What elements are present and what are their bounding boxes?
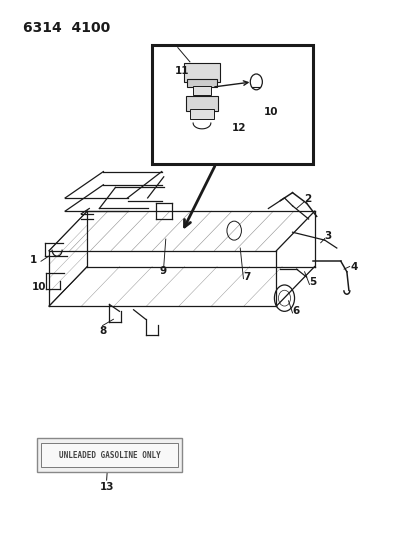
Text: 9: 9: [160, 266, 166, 276]
Text: 10: 10: [32, 281, 46, 292]
Text: 4: 4: [350, 262, 358, 271]
Text: 3: 3: [324, 231, 332, 241]
Text: 13: 13: [100, 482, 114, 492]
Text: 2: 2: [304, 194, 311, 204]
Text: UNLEADED GASOLINE ONLY: UNLEADED GASOLINE ONLY: [59, 450, 160, 459]
Text: 10: 10: [264, 107, 278, 117]
Text: 6314  4100: 6314 4100: [23, 21, 110, 35]
Bar: [193, 86, 211, 95]
Bar: [187, 79, 217, 87]
Bar: [186, 96, 218, 111]
Text: 5: 5: [309, 277, 316, 287]
Bar: [37, 438, 182, 472]
Bar: [41, 443, 178, 467]
Text: 1: 1: [29, 255, 37, 265]
Text: 6: 6: [292, 306, 299, 316]
Text: 8: 8: [99, 326, 106, 336]
Text: 7: 7: [244, 272, 251, 282]
Bar: [184, 63, 220, 82]
Bar: [152, 45, 313, 164]
Text: 12: 12: [231, 123, 246, 133]
Text: 11: 11: [175, 66, 189, 76]
Bar: [190, 109, 214, 119]
